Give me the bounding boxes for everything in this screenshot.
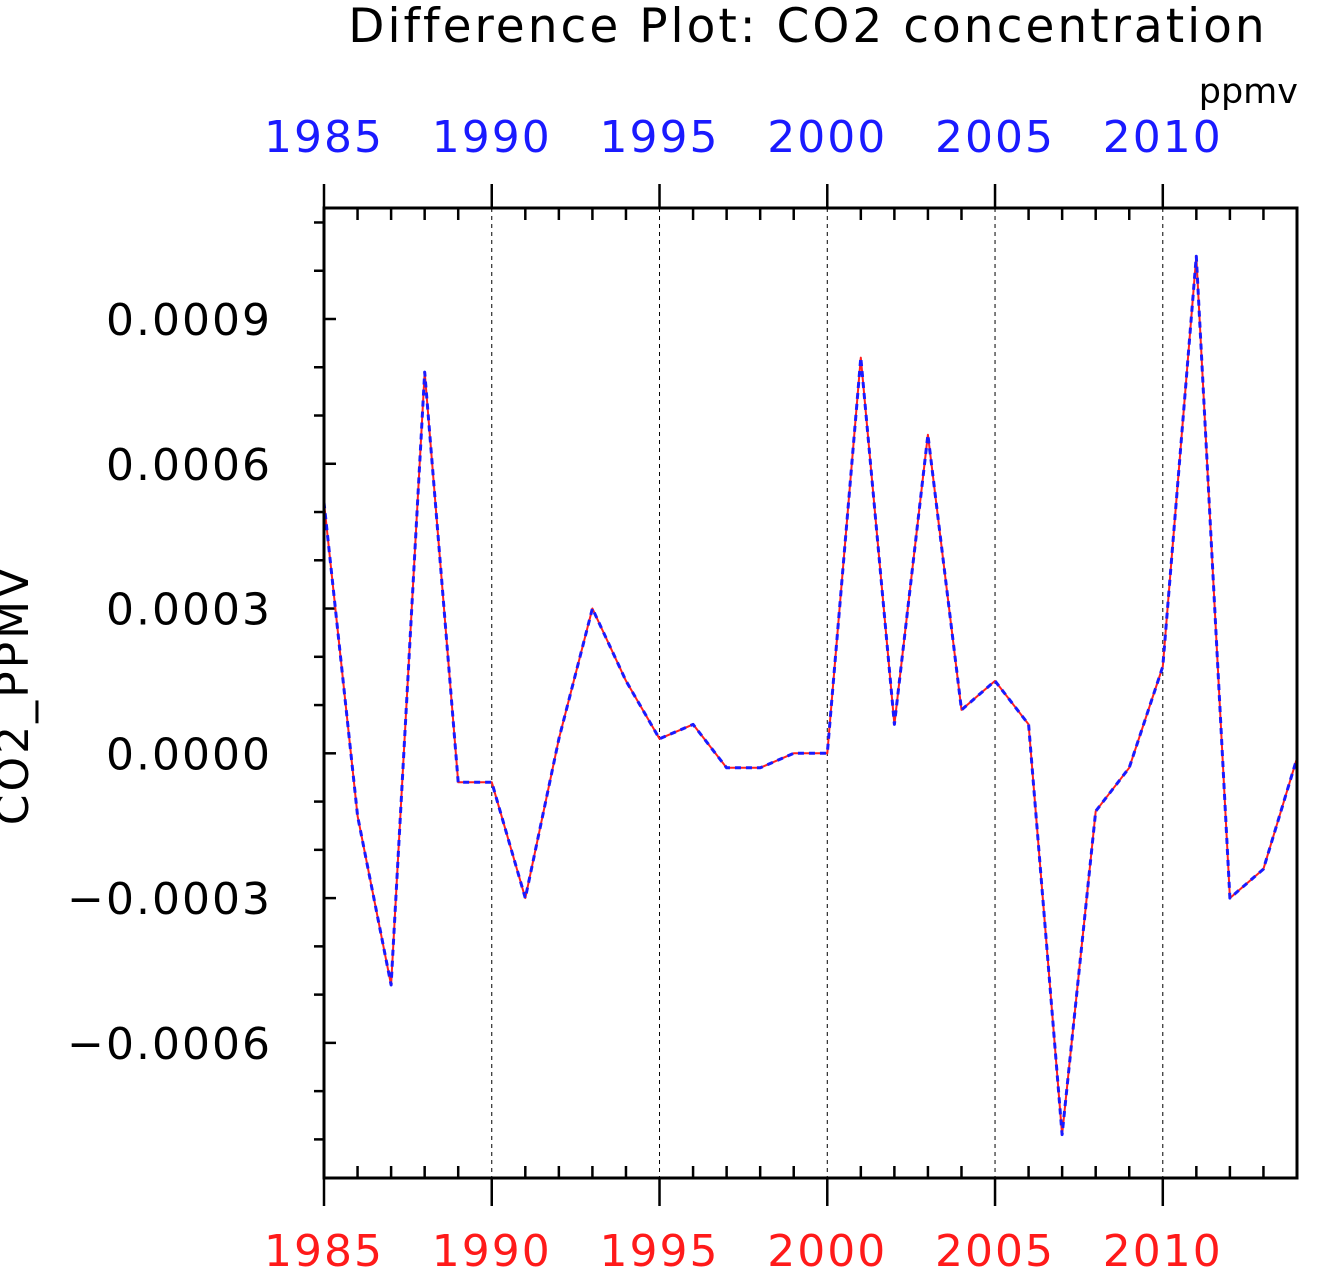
x-tick-label-top: 2000: [767, 112, 887, 163]
x-tick-label-bottom: 1995: [600, 1226, 720, 1270]
plot-frame: [322, 206, 1299, 1180]
x-tick-label-top: 2005: [935, 112, 1055, 163]
x-tick-label-bottom: 1985: [264, 1226, 384, 1270]
y-tick-label: 0.0009: [106, 295, 272, 346]
y-tick-label: 0.0000: [106, 729, 272, 780]
x-tick-label-top: 1985: [264, 112, 384, 163]
grid-lines: [491, 208, 1164, 1178]
y-tick-label: −0.0006: [67, 1019, 272, 1070]
chart-title: Difference Plot: CO2 concentration: [348, 0, 1267, 54]
x-tick-label-top: 2010: [1103, 112, 1223, 163]
x-tick-label-bottom: 2005: [935, 1226, 1055, 1270]
y-axis-label: CO2_PPMV: [0, 565, 39, 825]
x-tick-label-bottom: 2000: [767, 1226, 887, 1270]
y-tick-label: 0.0003: [106, 585, 272, 636]
y-tick-label: 0.0006: [106, 440, 272, 491]
series-line: [322, 254, 1299, 1137]
x-tick-label-top: 1995: [600, 112, 720, 163]
tick-labels: 0.0009 0.0006 0.0003 0.0000 −0.0003 −0.0006 19…: [67, 112, 1223, 1270]
x-tick-label-bottom: 1990: [432, 1226, 552, 1270]
x-tick-label-bottom: 2010: [1103, 1226, 1223, 1270]
y-tick-label: −0.0003: [67, 874, 272, 925]
series-lines: [322, 254, 1299, 1137]
x-tick-label-top: 1990: [432, 112, 552, 163]
axis-ticks: [314, 184, 1299, 1206]
series-line: [323, 255, 1298, 1136]
units-label: ppmv: [1199, 72, 1298, 112]
